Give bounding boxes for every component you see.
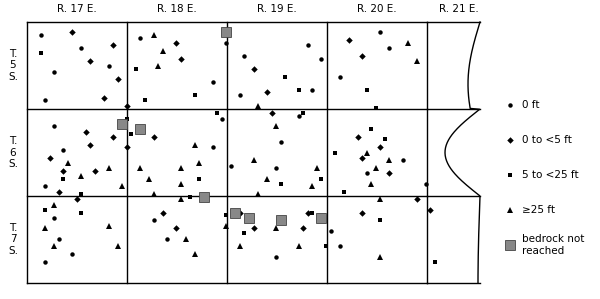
Text: 0 to <5 ft: 0 to <5 ft: [522, 135, 572, 145]
Text: R. 19 E.: R. 19 E.: [257, 4, 297, 14]
Text: 5 to <25 ft: 5 to <25 ft: [522, 170, 578, 180]
Text: R. 20 E.: R. 20 E.: [357, 4, 397, 14]
Text: bedrock not
reached: bedrock not reached: [522, 234, 584, 256]
Text: R. 18 E.: R. 18 E.: [157, 4, 197, 14]
Text: 0 ft: 0 ft: [522, 100, 539, 110]
Text: R. 17 E.: R. 17 E.: [57, 4, 97, 14]
Text: R. 21 E.: R. 21 E.: [439, 4, 478, 14]
Text: T.
7
S.: T. 7 S.: [8, 223, 18, 256]
Text: T.
5
S.: T. 5 S.: [8, 49, 18, 82]
Text: ≥25 ft: ≥25 ft: [522, 205, 555, 215]
Text: T.
6
S.: T. 6 S.: [8, 136, 18, 169]
